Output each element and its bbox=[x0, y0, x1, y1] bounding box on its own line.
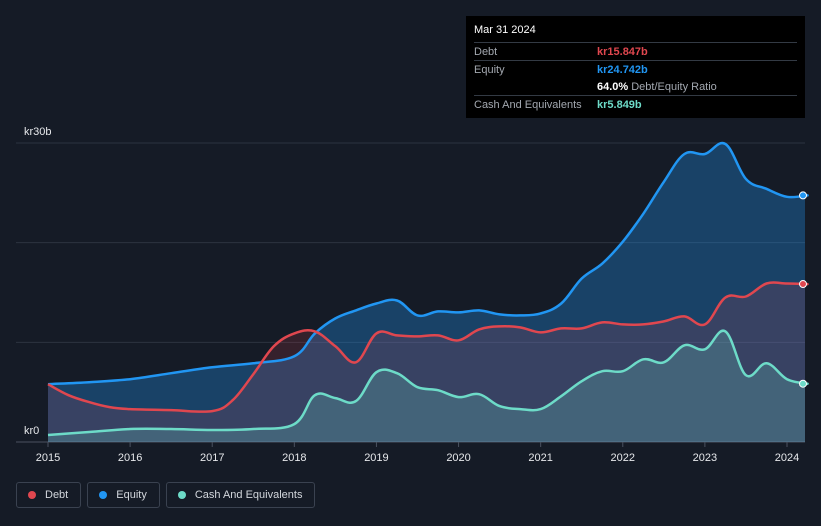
tooltip-cash-value: kr5.849b bbox=[597, 98, 642, 111]
cash-dot-icon bbox=[177, 491, 186, 499]
series-lines bbox=[47, 141, 809, 437]
debt-dot-icon bbox=[28, 491, 36, 499]
area-debt bbox=[48, 282, 808, 442]
x-tick-label-2022: 2022 bbox=[611, 452, 635, 464]
area-cash-and-equivalents bbox=[48, 330, 808, 442]
legend-label-equity: Equity bbox=[116, 489, 147, 501]
y-tick-label-bottom: kr0 bbox=[24, 425, 39, 437]
tooltip-date: Mar 31 2024 bbox=[474, 24, 536, 36]
series-areas bbox=[48, 143, 808, 442]
tooltip-debt-label: Debt bbox=[474, 45, 498, 58]
x-tick-label-2021: 2021 bbox=[528, 452, 552, 464]
tooltip-row-debt: Debt kr15.847b bbox=[474, 42, 797, 60]
x-tick-label-2019: 2019 bbox=[364, 452, 388, 464]
grid-lines bbox=[16, 142, 805, 443]
legend: Debt Equity Cash And Equivalents bbox=[16, 482, 316, 510]
legend-item-debt[interactable]: Debt bbox=[16, 482, 82, 508]
series-endpoints bbox=[799, 191, 807, 388]
x-tick-label-2024: 2024 bbox=[775, 452, 799, 464]
area-equity bbox=[48, 143, 808, 442]
x-tick-label-2020: 2020 bbox=[446, 452, 470, 464]
legend-item-cash[interactable]: Cash And Equivalents bbox=[165, 482, 316, 508]
tooltip-row-ratio: 64.0% Debt/Equity Ratio bbox=[474, 78, 797, 95]
x-axis: 2015 2016 2017 2018 2019 2020 2021 2022 2023 2024 bbox=[36, 442, 799, 464]
legend-item-equity[interactable]: Equity bbox=[87, 482, 160, 508]
line-debt bbox=[47, 281, 809, 414]
endpoint-equity bbox=[799, 191, 807, 200]
tooltip-ratio-label: Debt/Equity Ratio bbox=[631, 80, 717, 93]
tooltip-row-equity: Equity kr24.742b bbox=[474, 60, 797, 78]
tooltip-ratio-value: 64.0% bbox=[597, 80, 629, 93]
y-axis: kr30b kr0 bbox=[24, 126, 52, 437]
tooltip-row-cash: Cash And Equivalents kr5.849b bbox=[474, 95, 797, 113]
line-equity bbox=[47, 141, 809, 386]
x-tick-label-2017: 2017 bbox=[200, 452, 224, 464]
x-tick-label-2023: 2023 bbox=[693, 452, 717, 464]
x-tick-label-2016: 2016 bbox=[118, 452, 142, 464]
line-cash-and-equivalents bbox=[47, 329, 809, 437]
tooltip-panel: Mar 31 2024 Debt kr15.847b Equity kr24.7… bbox=[466, 16, 805, 118]
legend-label-debt: Debt bbox=[45, 489, 69, 501]
endpoint-cash-and-equivalents bbox=[799, 379, 807, 388]
legend-label-cash: Cash And Equivalents bbox=[194, 489, 303, 501]
tooltip-equity-value: kr24.742b bbox=[597, 63, 648, 76]
x-tick-label-2018: 2018 bbox=[282, 452, 306, 464]
y-tick-label-top: kr30b bbox=[24, 126, 52, 138]
x-tick-label-2015: 2015 bbox=[36, 452, 60, 464]
tooltip-equity-label: Equity bbox=[474, 63, 505, 76]
tooltip-debt-value: kr15.847b bbox=[597, 45, 648, 58]
tooltip-cash-label: Cash And Equivalents bbox=[474, 98, 582, 111]
equity-dot-icon bbox=[99, 491, 108, 499]
endpoint-debt bbox=[799, 280, 807, 289]
